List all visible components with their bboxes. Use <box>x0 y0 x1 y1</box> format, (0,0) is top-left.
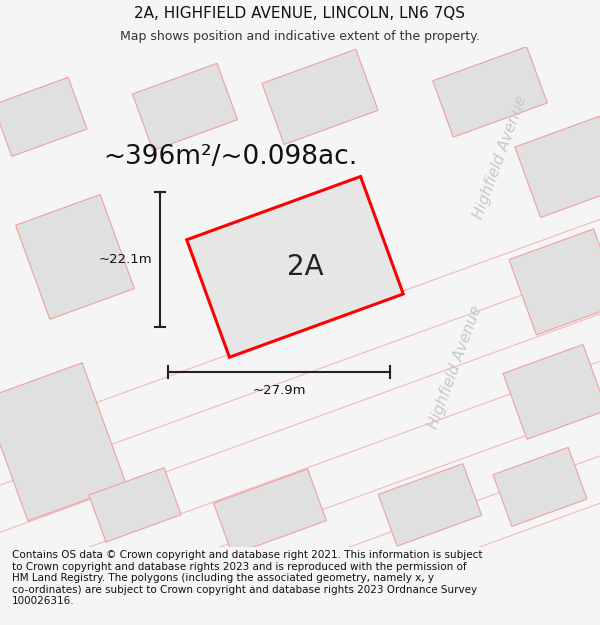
Text: ~396m²/~0.098ac.: ~396m²/~0.098ac. <box>103 144 357 170</box>
Text: ~22.1m: ~22.1m <box>98 253 152 266</box>
Text: Highfield Avenue: Highfield Avenue <box>425 303 484 431</box>
Polygon shape <box>503 344 600 439</box>
Text: 2A: 2A <box>287 253 323 281</box>
Polygon shape <box>133 63 238 151</box>
Polygon shape <box>187 176 403 358</box>
Polygon shape <box>0 363 127 521</box>
Text: 2A, HIGHFIELD AVENUE, LINCOLN, LN6 7QS: 2A, HIGHFIELD AVENUE, LINCOLN, LN6 7QS <box>134 6 466 21</box>
Polygon shape <box>262 49 378 144</box>
Polygon shape <box>515 116 600 218</box>
Polygon shape <box>89 468 181 542</box>
Polygon shape <box>379 464 482 546</box>
Text: Highfield Avenue: Highfield Avenue <box>470 93 529 221</box>
Text: ~27.9m: ~27.9m <box>252 384 306 397</box>
Text: Contains OS data © Crown copyright and database right 2021. This information is : Contains OS data © Crown copyright and d… <box>12 550 482 606</box>
Polygon shape <box>0 78 87 156</box>
Polygon shape <box>16 194 134 319</box>
Polygon shape <box>509 229 600 335</box>
Polygon shape <box>433 47 547 137</box>
Text: Map shows position and indicative extent of the property.: Map shows position and indicative extent… <box>120 30 480 43</box>
Polygon shape <box>214 469 326 555</box>
Polygon shape <box>493 448 587 526</box>
